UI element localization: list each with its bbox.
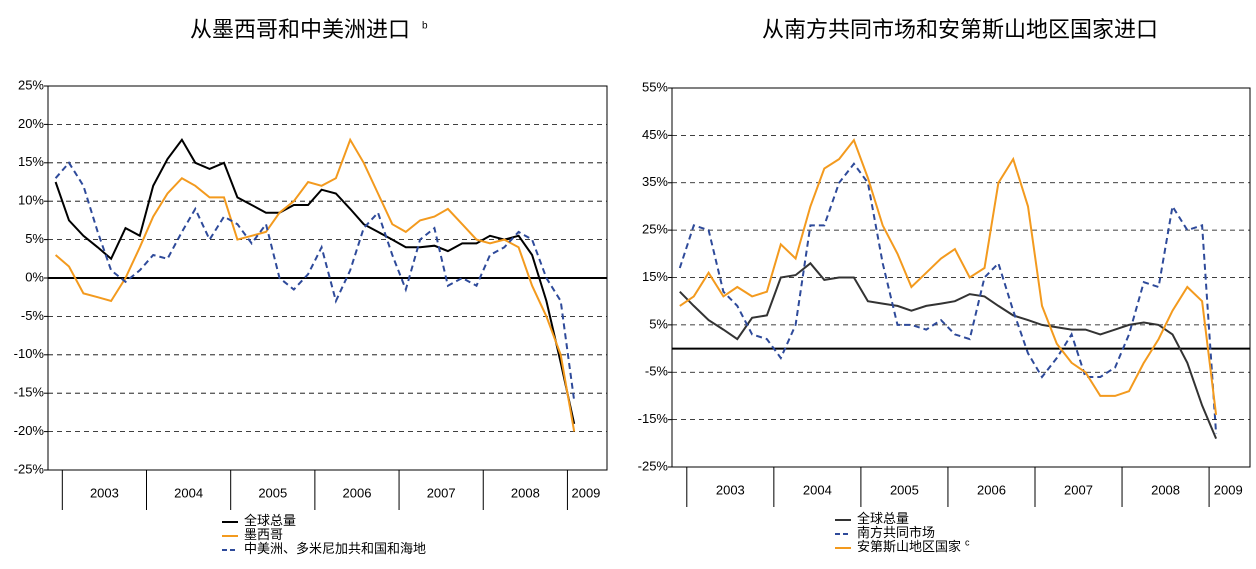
legend-label: 中美洲、多米尼加共和国和海地 (244, 541, 426, 556)
y-tick-label: -10% (14, 346, 45, 361)
series-line (54, 137, 576, 425)
x-tick-label: 2007 (427, 485, 456, 500)
chart-title: 从南方共同市场和安第斯山地区国家进口 (762, 17, 1158, 42)
y-tick-label: -15% (638, 411, 669, 426)
x-tick-label: 2009 (571, 485, 600, 500)
legend-label: 墨西哥 (244, 527, 283, 542)
legend-label: 全球总量 (244, 513, 296, 528)
plot-frame (671, 87, 1251, 468)
x-tick-label: 2003 (90, 485, 119, 500)
y-tick-label: 20% (18, 116, 44, 131)
x-tick-label: 2004 (174, 485, 203, 500)
x-tick-label: 2003 (716, 482, 745, 497)
title-note: b (422, 21, 428, 32)
y-tick-label: 45% (642, 127, 668, 142)
x-tick-label: 2007 (1064, 482, 1093, 497)
x-tick-label: 2006 (343, 485, 372, 500)
legend-label: 安第斯山地区国家 (857, 539, 961, 554)
x-tick-label: 2009 (1214, 482, 1243, 497)
series-line (679, 138, 1218, 416)
y-tick-label: -20% (14, 423, 45, 438)
y-tick-label: -5% (21, 308, 45, 323)
y-tick-label: 15% (18, 154, 44, 169)
y-tick-label: 25% (18, 77, 44, 92)
y-tick-label: 0% (25, 269, 44, 284)
y-tick-label: -25% (14, 461, 45, 476)
y-tick-label: 55% (642, 79, 668, 94)
x-tick-label: 2005 (890, 482, 919, 497)
x-tick-label: 2008 (511, 485, 540, 500)
legend-note: c (965, 537, 970, 547)
y-tick-label: -15% (14, 385, 45, 400)
series-line (679, 261, 1218, 439)
y-tick-label: 35% (642, 174, 668, 189)
y-tick-label: -25% (638, 458, 669, 473)
series-line (54, 161, 576, 402)
series-line (54, 137, 576, 432)
y-tick-label: -5% (645, 364, 669, 379)
x-tick-label: 2008 (1151, 482, 1180, 497)
plot-frame (47, 85, 608, 471)
y-tick-label: 5% (649, 316, 668, 331)
y-tick-label: 10% (18, 193, 44, 208)
x-tick-label: 2005 (258, 485, 287, 500)
y-tick-label: 5% (25, 231, 44, 246)
x-tick-label: 2006 (977, 482, 1006, 497)
y-tick-label: 25% (642, 222, 668, 237)
y-tick-label: 15% (642, 269, 668, 284)
x-tick-label: 2004 (803, 482, 832, 497)
chart-title: 从墨西哥和中美洲进口 (190, 17, 410, 42)
series-line (678, 162, 1218, 434)
legend-label: 南方共同市场 (857, 525, 935, 540)
legend-label: 全球总量 (857, 511, 909, 526)
